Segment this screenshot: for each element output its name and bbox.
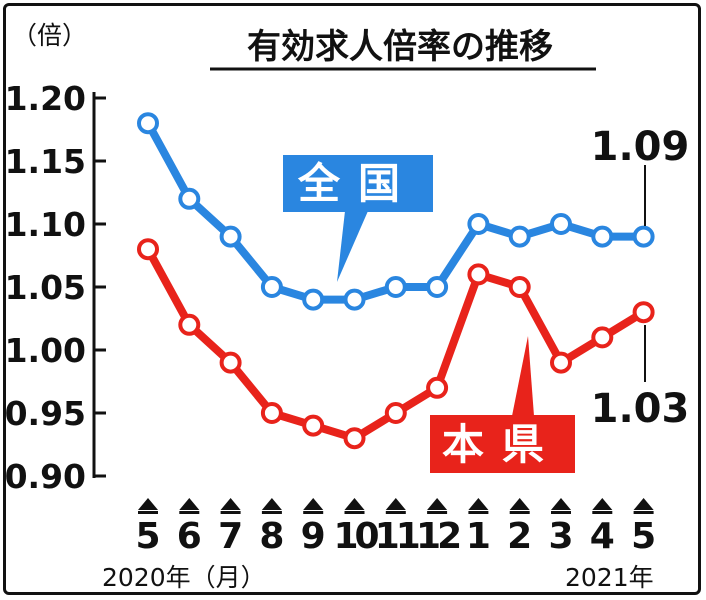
x-tick-bar xyxy=(509,511,530,514)
x-tick-label: 4 xyxy=(590,516,615,557)
x-tick-bar xyxy=(303,511,324,514)
unit-label: （倍） xyxy=(12,21,87,50)
y-tick-label: 0.95 xyxy=(5,394,86,433)
data-point-0 xyxy=(508,225,531,248)
legend-national-pointer xyxy=(337,211,368,282)
data-point-1 xyxy=(467,263,490,286)
x-tick-bar xyxy=(385,511,406,514)
data-point-0 xyxy=(302,288,325,311)
legend-national-label: 全国 xyxy=(297,159,418,208)
data-point-1 xyxy=(343,427,366,450)
legend-prefecture-box xyxy=(430,415,575,473)
data-point-1 xyxy=(302,414,325,437)
y-tick-label: 1.10 xyxy=(5,205,86,244)
data-point-1 xyxy=(508,276,531,298)
legend-prefecture: 本県 xyxy=(430,336,575,473)
x-tick-label: 10 xyxy=(333,516,378,557)
legend-national: 全国 xyxy=(283,155,433,282)
data-point-1 xyxy=(426,376,449,399)
x-tick-bar xyxy=(138,511,158,514)
legend-national-box xyxy=(283,155,433,212)
data-point-0 xyxy=(550,213,572,235)
x-tick-bar xyxy=(551,511,571,514)
data-point-1 xyxy=(178,313,201,336)
x-tick-label: 11 xyxy=(375,516,419,557)
x-tick-label: 3 xyxy=(548,516,573,557)
year-start-label: 2020年（月） xyxy=(102,563,266,592)
data-point-0 xyxy=(384,276,407,298)
chart-title: 有効求人倍率の推移 xyxy=(247,27,553,67)
x-tick-marker xyxy=(138,498,158,510)
x-tick-label: 8 xyxy=(259,516,284,557)
data-point-1 xyxy=(384,402,407,424)
x-tick-bar xyxy=(220,511,241,514)
x-tick-marker xyxy=(385,498,406,510)
data-point-0 xyxy=(260,276,283,298)
x-tick-marker xyxy=(303,498,324,510)
y-tick-label: 1.15 xyxy=(5,142,86,181)
data-point-0 xyxy=(426,276,449,298)
x-tick-label: 5 xyxy=(631,516,656,557)
y-tick-label: 1.00 xyxy=(5,331,86,370)
x-tick-label: 5 xyxy=(135,516,160,557)
y-ticks: 1.20 1.15 1.10 1.05 1.00 0.95 0.90 xyxy=(5,79,106,496)
data-point-0 xyxy=(632,225,655,248)
data-point-0 xyxy=(219,225,242,248)
y-tick-label: 1.05 xyxy=(5,268,86,307)
data-point-0 xyxy=(343,288,366,311)
prefecture-end-value: 1.03 xyxy=(591,386,690,432)
year-end-label: 2021年 xyxy=(565,563,654,592)
x-tick-marker xyxy=(509,498,530,510)
national-end-value: 1.09 xyxy=(591,124,690,170)
x-tick-bar xyxy=(344,511,365,514)
data-point-1 xyxy=(137,238,159,261)
chart-frame xyxy=(3,3,701,595)
data-point-0 xyxy=(591,225,614,248)
legend-prefecture-label: 本県 xyxy=(442,420,562,469)
x-tick-bar xyxy=(592,511,613,514)
x-tick-label: 6 xyxy=(177,516,202,557)
x-tick-bar xyxy=(427,511,448,514)
data-point-0 xyxy=(467,213,490,235)
x-tick-marker xyxy=(427,498,448,510)
x-tick-bar xyxy=(179,511,200,514)
data-point-1 xyxy=(219,351,242,374)
x-tick-marker xyxy=(344,498,365,510)
x-tick-label: 1 xyxy=(466,516,491,557)
series-group xyxy=(137,112,655,450)
x-ticks: 5 6 7 8 9 10 11 12 1 2 3 4 5 xyxy=(135,498,656,557)
x-tick-marker xyxy=(179,498,200,510)
y-tick-label: 0.90 xyxy=(5,457,86,496)
legend-prefecture-pointer xyxy=(512,336,534,416)
x-tick-bar xyxy=(261,511,282,514)
y-tick-label: 1.20 xyxy=(5,79,86,118)
x-tick-label: 12 xyxy=(416,516,459,557)
data-point-1 xyxy=(632,301,655,324)
x-tick-marker xyxy=(220,498,241,510)
x-tick-marker xyxy=(592,498,613,510)
x-tick-marker xyxy=(261,498,282,510)
x-tick-bar xyxy=(633,511,654,514)
x-tick-marker xyxy=(551,498,571,510)
data-point-1 xyxy=(550,351,572,374)
x-tick-label: 2 xyxy=(507,516,532,557)
x-tick-marker xyxy=(633,498,654,510)
x-tick-label: 7 xyxy=(218,516,243,557)
data-point-1 xyxy=(260,402,283,424)
data-point-1 xyxy=(591,326,614,349)
x-tick-label: 9 xyxy=(301,516,326,557)
data-point-0 xyxy=(178,187,201,210)
x-tick-bar xyxy=(468,511,489,514)
data-point-0 xyxy=(137,112,159,135)
x-tick-marker xyxy=(468,498,489,510)
